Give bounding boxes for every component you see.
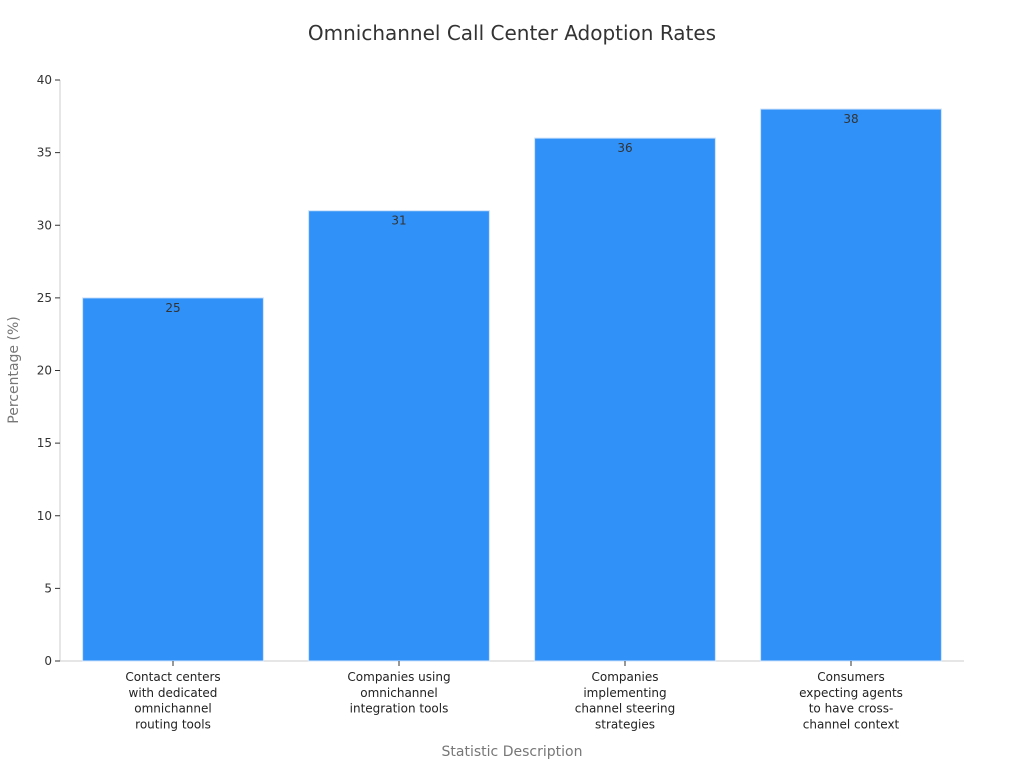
bar — [534, 137, 716, 662]
x-tick-label: Companies using omnichannel integration to… — [347, 670, 450, 716]
x-tick-label: Contact centers with dedicated omnichannel… — [125, 670, 220, 731]
y-tick-label: 0 — [44, 654, 52, 668]
x-tick-label-line: with dedicated — [129, 686, 218, 700]
x-tick-label-line: routing tools — [135, 717, 211, 731]
y-tick-label: 5 — [44, 581, 52, 595]
y-tick-label: 30 — [37, 218, 52, 232]
x-tick-label-line: Contact centers — [125, 670, 220, 684]
x-tick-label: Consumers expecting agents to have cross-c… — [799, 670, 903, 731]
x-tick-label-line: channel context — [803, 717, 900, 731]
bar — [760, 108, 942, 662]
y-tick-label: 20 — [37, 364, 52, 378]
plot-area: 0 5 10 15 20 25 30 35 40 25 Contact centers with de… — [37, 73, 964, 731]
x-tick-label-line: Companies — [592, 670, 659, 684]
x-tick-label-line: integration tools — [350, 702, 449, 716]
y-tick-label: 35 — [37, 146, 52, 160]
data-label: 31 — [391, 214, 406, 228]
x-tick-label-line: channel steering — [575, 702, 676, 716]
x-axis-label: Statistic Description — [442, 744, 583, 760]
y-tick-label: 15 — [37, 436, 52, 450]
x-tick-label-line: omnichannel — [360, 686, 437, 700]
chart-title: Omnichannel Call Center Adoption Rates — [308, 21, 716, 45]
x-tick-label-line: to have cross- — [809, 702, 894, 716]
data-label: 25 — [165, 301, 180, 315]
data-label: 36 — [617, 141, 632, 155]
y-tick-label: 10 — [37, 509, 52, 523]
bar — [82, 297, 264, 662]
y-tick-label: 25 — [37, 291, 52, 305]
x-tick-label-line: strategies — [595, 717, 655, 731]
y-axis-label: Percentage (%) — [6, 316, 22, 423]
x-tick-label-line: Companies using — [347, 670, 450, 684]
x-tick-label-line: implementing — [583, 686, 666, 700]
x-tick-label-line: Consumers — [817, 670, 884, 684]
y-tick-label: 40 — [37, 73, 52, 87]
bar — [308, 210, 490, 662]
x-tick-label: Companies implementing channel steering str… — [575, 670, 676, 731]
x-tick-label-line: expecting agents — [799, 686, 903, 700]
data-label: 38 — [843, 112, 858, 126]
x-tick-label-line: omnichannel — [134, 702, 211, 716]
